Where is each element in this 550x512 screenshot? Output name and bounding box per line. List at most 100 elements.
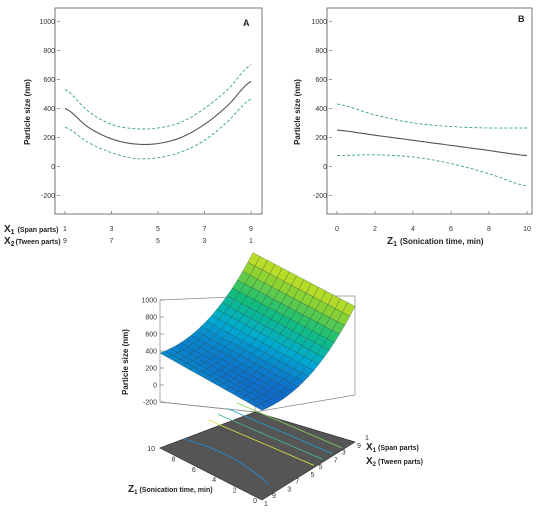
x2-tick-label: 3 (203, 238, 207, 245)
y-tick-label: 800 (315, 48, 327, 55)
y-tick-label: 800 (43, 48, 55, 55)
x1-tick-label: 1 (365, 435, 369, 442)
panel-a-x2-label: X2(Tween parts) (4, 236, 61, 248)
x2-tick-label: 5 (311, 472, 315, 479)
z-tick-label: 1000 (141, 298, 157, 305)
y-tick-label: -200 (41, 193, 55, 200)
x1-tick-label: 3 (110, 226, 114, 233)
x-tick-label: 8 (487, 226, 491, 233)
panel-c-sonication-ticks: 10 8 6 4 2 0 (147, 446, 257, 505)
panel-b-y-ticks: -200 0 200 400 600 800 1000 (311, 19, 332, 200)
panel-c-sonication-rest: (Sonication time, min) (139, 487, 212, 494)
z-tick-label: 0 (153, 383, 157, 390)
panel-c-z-axis-label: Particle size (nm) (121, 329, 130, 395)
y-tick-label: 400 (43, 106, 55, 113)
x-tick-label: 6 (449, 226, 453, 233)
panel-c-z-ticks: -200 0 200 400 600 800 1000 (141, 298, 164, 407)
panel-b-x-rest: (Sonication time, min) (400, 237, 484, 246)
sonication-tick-label: 4 (212, 477, 216, 484)
panel-c-sonication-label: Z1 (Sonication time, min) (128, 484, 213, 496)
series-line-upper (336, 103, 527, 129)
panel-b-label: B (518, 14, 525, 24)
panel-b-y-axis-label: Particle size (nm) (293, 79, 302, 145)
panel-b-series (336, 103, 528, 187)
floor-contour-line (236, 402, 342, 449)
panel-b: B -200 0 200 400 600 800 1000 0 2 4 6 8 10 Particle… (293, 7, 533, 248)
panel-c-x1-main: X (366, 442, 373, 453)
panel-a-x1-rest: (Span parts) (18, 227, 59, 234)
z-tick-label: 400 (145, 349, 157, 356)
panel-b-x-sub: 1 (393, 241, 397, 248)
y-tick-label: 600 (315, 77, 327, 84)
panel-c-surface (159, 252, 356, 411)
x1-tick-label: 7 (203, 226, 207, 233)
y-tick-label: -200 (313, 193, 327, 200)
panel-a-x1-main: X (4, 224, 11, 235)
panel-c-sonication-sub: 1 (134, 490, 138, 496)
x2-tick-label: 9 (357, 443, 361, 450)
y-tick-label: 200 (43, 135, 55, 142)
x1-tick-label: 5 (319, 464, 323, 471)
panel-c-left-floor-edge (159, 401, 256, 413)
sonication-tick-label: 0 (253, 498, 257, 505)
panel-c-x1-ticks: 9 7 5 3 1 (272, 435, 369, 500)
panel-a-x2-sub: 2 (11, 241, 15, 248)
sonication-tick-label: 8 (171, 456, 175, 463)
panel-a-x-ticks: 1 9 3 7 5 5 7 3 9 1 (63, 211, 253, 245)
panel-c-back-floor-edge (254, 394, 356, 413)
x-tick-label: 4 (411, 226, 415, 233)
panel-b-frame (326, 7, 533, 215)
y-tick-label: 0 (323, 164, 327, 171)
panel-b-x-ticks: 0 2 4 6 8 10 (335, 211, 531, 233)
panel-a-x1-sub: 1 (11, 229, 15, 236)
floor-contour-line (208, 419, 315, 466)
panel-a-x2-rest: (Tween parts) (16, 239, 61, 246)
panel-a-frame (54, 7, 263, 215)
z-tick-label: 800 (145, 315, 157, 322)
floor-contour-line (217, 413, 324, 460)
y-tick-label: 0 (51, 164, 55, 171)
panel-a-x1-label: X1 (Span parts) (4, 224, 58, 236)
z-tick-label: 600 (145, 332, 157, 339)
x1-tick-label: 1 (63, 226, 67, 233)
panel-a: A -200 0 200 400 600 800 1000 1 9 3 7 5 5 7 3 9 1 Parti… (4, 7, 263, 248)
panel-c-x2-main: X (366, 456, 373, 467)
series-line-fit (336, 129, 528, 157)
z-tick-label: -200 (143, 400, 157, 407)
series-line-lower (64, 98, 252, 160)
floor-contour-line (226, 408, 333, 455)
series-line-lower (336, 154, 528, 187)
series-line-fit (64, 81, 252, 145)
x-tick-label: 10 (523, 226, 531, 233)
panel-c-sonication-main: Z (128, 484, 134, 495)
x2-tick-label: 3 (287, 487, 291, 494)
surface-patch (254, 403, 268, 411)
x2-tick-label: 1 (264, 501, 268, 508)
panel-c-x2-ticks: 1 3 5 7 9 (264, 443, 361, 508)
x-tick-label: 0 (335, 226, 339, 233)
z-tick-label: 200 (145, 366, 157, 373)
panel-c-contour-floor (159, 411, 356, 501)
y-tick-label: 600 (43, 77, 55, 84)
panel-c-x2-label: X2 (Tween parts) (366, 456, 423, 468)
x1-tick-label: 5 (156, 226, 160, 233)
x1-tick-label: 7 (295, 479, 299, 486)
panel-c-x2-sub: 2 (373, 462, 377, 468)
sonication-tick-label: 2 (233, 488, 237, 495)
x2-tick-label: 5 (156, 238, 160, 245)
y-tick-label: 400 (315, 106, 327, 113)
panel-a-y-ticks: -200 0 200 400 600 800 1000 (39, 19, 60, 200)
x2-tick-label: 7 (110, 238, 114, 245)
panel-b-x-main: Z (387, 236, 393, 247)
x1-tick-label: 9 (272, 493, 276, 500)
panel-a-y-axis-label: Particle size (nm) (23, 79, 32, 145)
x2-tick-label: 9 (63, 238, 67, 245)
sonication-tick-label: 10 (147, 446, 155, 453)
sonication-tick-label: 6 (192, 467, 196, 474)
panel-b-x-label: Z1 (Sonication time, min) (387, 236, 484, 248)
y-tick-label: 200 (315, 135, 327, 142)
x1-tick-label: 3 (342, 450, 346, 457)
panel-c-floor-contours (183, 402, 342, 485)
